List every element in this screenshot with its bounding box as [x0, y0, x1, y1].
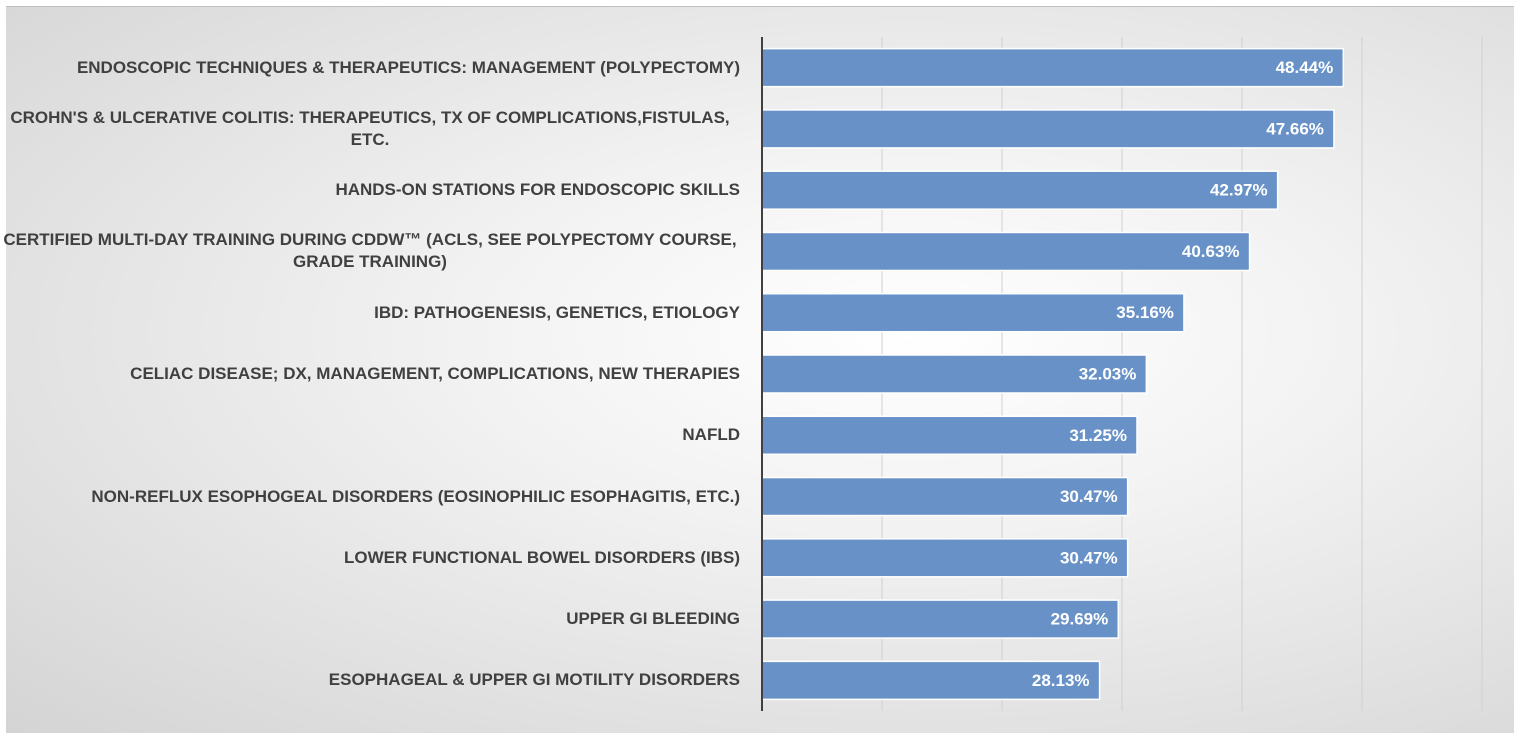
category-label: LOWER FUNCTIONAL BOWEL DISORDERS (IBS) — [0, 528, 740, 588]
category-text: NAFLD — [682, 425, 740, 445]
category-label: NON-REFLUX ESOPHOGEAL DISORDERS (EOSINOP… — [0, 467, 740, 527]
category-text: HANDS-ON STATIONS FOR ENDOSCOPIC SKILLS — [335, 180, 740, 200]
data-label: 40.63% — [1182, 242, 1240, 261]
data-label: 48.44% — [1276, 58, 1334, 77]
category-text: NON-REFLUX ESOPHOGEAL DISORDERS (EOSINOP… — [91, 486, 740, 506]
bar — [761, 47, 1345, 88]
data-label: 30.47% — [1060, 548, 1118, 567]
data-label: 28.13% — [1032, 671, 1090, 690]
bar — [761, 660, 1101, 701]
data-label: 47.66% — [1266, 119, 1324, 138]
data-label: 35.16% — [1116, 303, 1174, 322]
category-label: IBD: PATHOGENESIS, GENETICS, ETIOLOGY — [0, 283, 740, 343]
category-label: ESOPHAGEAL & UPPER GI MOTILITY DISORDERS — [0, 650, 740, 710]
category-label: HANDS-ON STATIONS FOR ENDOSCOPIC SKILLS — [0, 160, 740, 220]
category-text: CERTIFIED MULTI-DAY TRAINING DURING CDDW… — [3, 230, 737, 272]
category-label: CELIAC DISEASE; DX, MANAGEMENT, COMPLICA… — [0, 344, 740, 404]
data-label: 31.25% — [1069, 426, 1127, 445]
bar — [761, 292, 1185, 333]
category-label: CERTIFIED MULTI-DAY TRAINING DURING CDDW… — [0, 221, 740, 281]
bar — [761, 231, 1251, 272]
bar — [761, 599, 1120, 639]
category-label: UPPER GI BLEEDING — [0, 589, 740, 649]
category-label: CROHN'S & ULCERATIVE COLITIS: THERAPEUTI… — [0, 99, 740, 159]
bar — [761, 170, 1279, 210]
category-text: UPPER GI BLEEDING — [566, 609, 740, 629]
bar — [761, 109, 1335, 149]
data-label: 29.69% — [1051, 610, 1109, 629]
category-label: NAFLD — [0, 405, 740, 465]
category-text: ESOPHAGEAL & UPPER GI MOTILITY DISORDERS — [328, 670, 740, 690]
category-text: CELIAC DISEASE; DX, MANAGEMENT, COMPLICA… — [130, 364, 740, 383]
category-text: IBD: PATHOGENESIS, GENETICS, ETIOLOGY — [374, 302, 740, 322]
data-label: 30.47% — [1060, 487, 1118, 506]
bar — [761, 476, 1129, 517]
category-text: ENDOSCOPIC TECHNIQUES & THERAPEUTICS: MA… — [76, 57, 740, 77]
data-label: 32.03% — [1079, 364, 1137, 383]
category-label: ENDOSCOPIC TECHNIQUES & THERAPEUTICS: MA… — [0, 38, 740, 98]
data-label: 42.97% — [1210, 181, 1268, 200]
bar — [761, 538, 1129, 578]
category-text: LOWER FUNCTIONAL BOWEL DISORDERS (IBS) — [343, 547, 740, 567]
category-text: CROHN'S & ULCERATIVE COLITIS: THERAPEUTI… — [10, 107, 730, 149]
bar — [761, 354, 1148, 394]
